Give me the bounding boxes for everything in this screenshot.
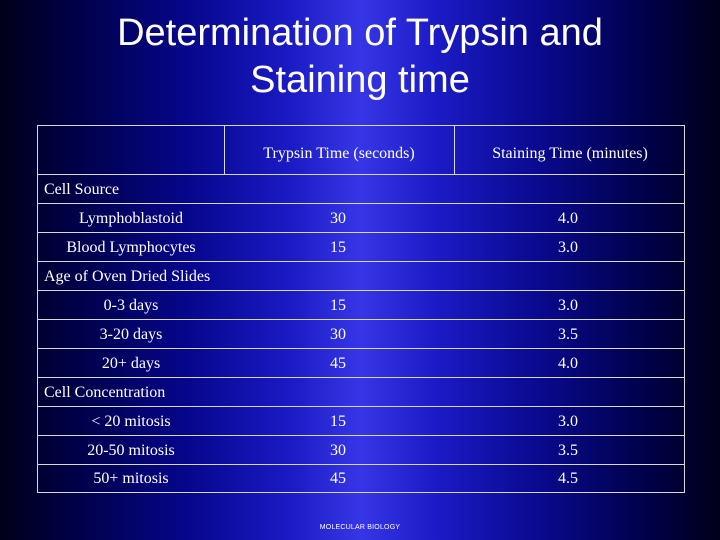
header-rule [38, 174, 684, 175]
row-label: 0-3 days [103, 297, 159, 314]
row-rule [38, 232, 684, 233]
row-trypsin-value: 15 [330, 239, 346, 256]
slide-title: Determination of Trypsin and Staining ti… [117, 12, 603, 101]
row-trypsin-value: 30 [330, 442, 346, 459]
row-rule [38, 464, 684, 465]
row-trypsin-value: 45 [330, 470, 346, 487]
row-trypsin-value: 45 [330, 355, 346, 372]
row-label: Lymphoblastoid [79, 210, 183, 227]
row-staining-value: 3.0 [558, 239, 578, 256]
section-cell-concentration: Cell Concentration [44, 384, 166, 401]
row-staining-value: 4.0 [558, 355, 578, 372]
row-trypsin-value: 15 [330, 297, 346, 314]
row-rule [38, 319, 684, 320]
header-divider-1 [224, 126, 225, 174]
row-staining-value: 3.5 [558, 442, 578, 459]
section-cell-source: Cell Source [44, 181, 120, 198]
header-trypsin-time: Trypsin Time (seconds) [263, 145, 415, 162]
header-divider-2 [454, 126, 455, 174]
row-label: 50+ mitosis [93, 470, 169, 487]
row-staining-value: 3.0 [558, 413, 578, 430]
row-staining-value: 4.0 [558, 210, 578, 227]
row-label: 3-20 days [99, 326, 163, 343]
row-rule [38, 261, 684, 262]
row-rule [38, 406, 684, 407]
row-rule [38, 348, 684, 349]
row-rule [38, 435, 684, 436]
row-staining-value: 3.5 [558, 326, 578, 343]
row-rule [38, 290, 684, 291]
row-rule [38, 203, 684, 204]
row-label: 20-50 mitosis [87, 442, 175, 459]
row-trypsin-value: 30 [330, 326, 346, 343]
row-label: 20+ days [101, 355, 161, 372]
data-table: Trypsin Time (seconds) Staining Time (mi… [37, 125, 685, 493]
row-trypsin-value: 30 [330, 210, 346, 227]
row-staining-value: 4.5 [558, 470, 578, 487]
row-rule [38, 377, 684, 378]
row-label: < 20 mitosis [91, 413, 171, 430]
footer-text: MOLECULAR BIOLOGY [319, 524, 401, 531]
row-label: Blood Lymphocytes [66, 239, 196, 256]
header-staining-time: Staining Time (minutes) [492, 145, 648, 162]
row-staining-value: 3.0 [558, 297, 578, 314]
row-trypsin-value: 15 [330, 413, 346, 430]
section-oven-dried-slides: Age of Oven Dried Slides [44, 268, 211, 285]
